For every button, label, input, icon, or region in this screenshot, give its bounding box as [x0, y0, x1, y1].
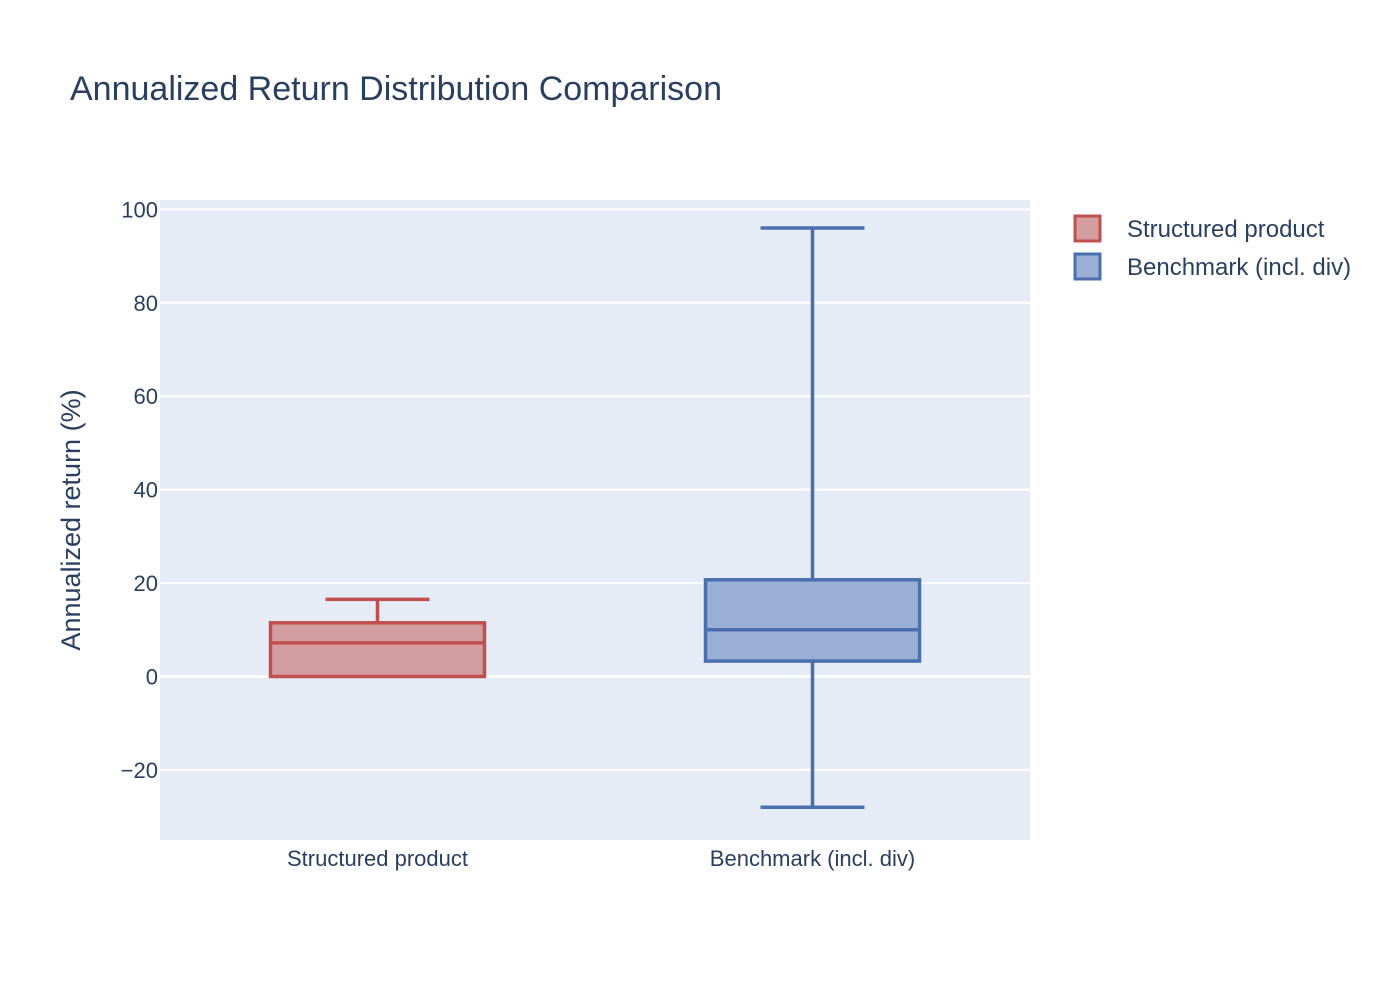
x-tick-labels: Structured product Benchmark (incl. div)	[287, 846, 915, 871]
legend[interactable]: Structured product Benchmark (incl. div)	[1073, 214, 1351, 281]
iqr-box	[703, 578, 922, 663]
legend-item[interactable]: Benchmark (incl. div)	[1073, 252, 1351, 281]
y-tick-label: 80	[134, 291, 158, 316]
y-tick-label: −20	[121, 758, 158, 783]
legend-label: Structured product	[1127, 216, 1325, 243]
box-plots	[268, 226, 922, 810]
y-tick-label: 20	[134, 571, 158, 596]
x-tick-label: Benchmark (incl. div)	[710, 846, 915, 871]
box-benchmark[interactable]	[703, 226, 922, 810]
y-tick-label: 60	[134, 384, 158, 409]
legend-swatch	[1073, 214, 1102, 243]
y-axis-title: Annualized return (%)	[56, 389, 86, 650]
y-tick-label: 0	[146, 664, 158, 689]
y-tick-label: 100	[121, 197, 158, 222]
chart-title: Annualized Return Distribution Compariso…	[70, 70, 722, 108]
legend-swatch	[1073, 252, 1102, 281]
iqr-box	[268, 621, 487, 679]
plot-area	[160, 200, 1030, 840]
box-structured-product[interactable]	[268, 597, 487, 679]
x-tick-label: Structured product	[287, 846, 468, 871]
y-tick-labels: 100 80 60 40 20 0 −20	[121, 197, 158, 783]
legend-label: Benchmark (incl. div)	[1127, 254, 1351, 281]
y-tick-label: 40	[134, 478, 158, 503]
legend-item[interactable]: Structured product	[1073, 214, 1325, 243]
